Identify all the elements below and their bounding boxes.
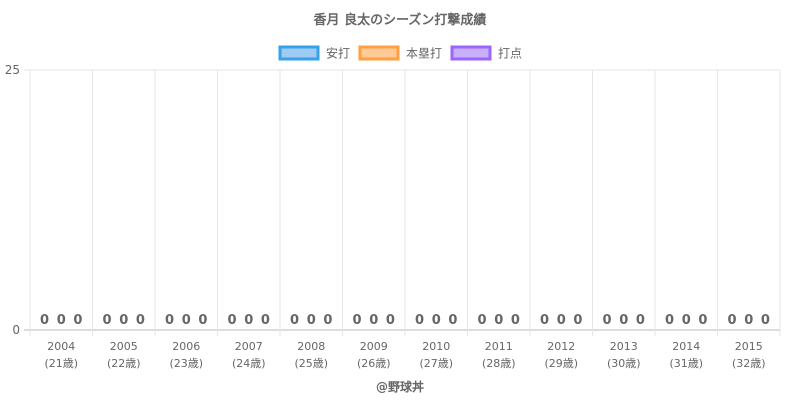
data-label: 0 [478, 313, 487, 328]
x-tick-sublabel: (27歳) [419, 357, 453, 370]
x-tick-label: 2006 [172, 340, 200, 353]
data-label: 0 [307, 313, 316, 328]
data-label: 0 [198, 313, 207, 328]
x-tick-label: 2007 [235, 340, 263, 353]
data-label: 0 [682, 313, 691, 328]
x-tick-label: 2010 [422, 340, 450, 353]
x-tick-sublabel: (30歳) [607, 357, 641, 370]
data-label: 0 [603, 313, 612, 328]
data-label: 0 [761, 313, 770, 328]
legend-swatch [278, 45, 320, 61]
x-tick-sublabel: (24歳) [232, 357, 266, 370]
legend-label: 本塁打 [406, 47, 442, 61]
x-axis: 2004 (21歳) 2005 (22歳) 2006 (23歳) 2007 (24歳) 2008… [44, 340, 765, 370]
credit-text: @野球丼 [376, 379, 424, 394]
x-tick-label: 2013 [610, 340, 638, 353]
data-label: 0 [40, 313, 49, 328]
x-tick-label: 2011 [485, 340, 513, 353]
data-label: 0 [744, 313, 753, 328]
y-tick-label: 25 [5, 63, 20, 77]
data-label: 0 [494, 313, 503, 328]
data-label: 0 [698, 313, 707, 328]
data-label: 0 [511, 313, 520, 328]
data-label: 0 [636, 313, 645, 328]
data-label: 0 [73, 313, 82, 328]
data-label: 0 [448, 313, 457, 328]
legend-swatch [358, 45, 400, 61]
x-tick-sublabel: (28歳) [482, 357, 516, 370]
data-label: 0 [182, 313, 191, 328]
data-label: 0 [619, 313, 628, 328]
data-label: 0 [665, 313, 674, 328]
x-tick-label: 2015 [735, 340, 763, 353]
x-tick-label: 2014 [672, 340, 700, 353]
data-label: 0 [386, 313, 395, 328]
data-label: 0 [323, 313, 332, 328]
data-label: 0 [728, 313, 737, 328]
data-label: 0 [557, 313, 566, 328]
data-label: 0 [369, 313, 378, 328]
x-tick-sublabel: (32歳) [732, 357, 766, 370]
data-label: 0 [290, 313, 299, 328]
legend-label: 打点 [498, 47, 522, 61]
x-tick-sublabel: (22歳) [107, 357, 141, 370]
data-label: 0 [244, 313, 253, 328]
x-tick-sublabel: (26歳) [357, 357, 391, 370]
x-tick-label: 2009 [360, 340, 388, 353]
data-label: 0 [573, 313, 582, 328]
x-tick-sublabel: (23歳) [169, 357, 203, 370]
y-axis: 0 25 [5, 63, 20, 337]
data-label: 0 [353, 313, 362, 328]
legend: 安打 本塁打 打点 [278, 45, 522, 61]
legend-swatch [450, 45, 492, 61]
data-label: 0 [261, 313, 270, 328]
x-tick-label: 2004 [47, 340, 75, 353]
data-label: 0 [136, 313, 145, 328]
x-tick-sublabel: (31歳) [669, 357, 703, 370]
x-tick-sublabel: (21歳) [44, 357, 78, 370]
data-label: 0 [165, 313, 174, 328]
data-label: 0 [119, 313, 128, 328]
data-label: 0 [415, 313, 424, 328]
legend-label: 安打 [326, 46, 350, 61]
data-label: 0 [57, 313, 66, 328]
y-tick-label: 0 [12, 323, 20, 337]
x-tick-label: 2005 [110, 340, 138, 353]
data-label: 0 [540, 313, 549, 328]
chart-title: 香月 良太のシーズン打撃成績 [313, 12, 487, 28]
data-label: 0 [432, 313, 441, 328]
x-tick-label: 2008 [297, 340, 325, 353]
grid-lines [24, 69, 781, 336]
data-label: 0 [228, 313, 237, 328]
x-tick-sublabel: (25歳) [294, 357, 328, 370]
x-tick-sublabel: (29歳) [544, 357, 578, 370]
x-tick-label: 2012 [547, 340, 575, 353]
data-label: 0 [103, 313, 112, 328]
